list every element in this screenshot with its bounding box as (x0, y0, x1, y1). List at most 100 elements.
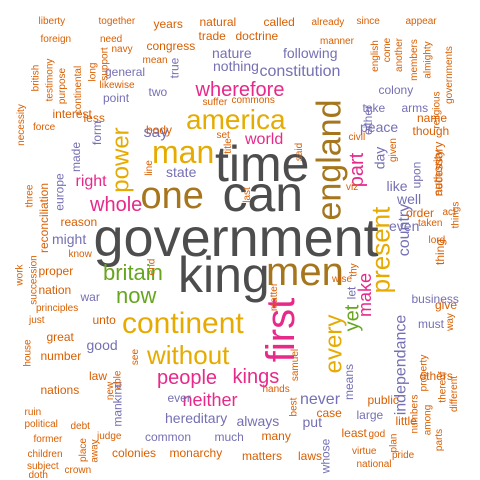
word-kings: kings (232, 366, 280, 388)
word-state: state (166, 164, 197, 180)
word-laws: laws (298, 449, 323, 463)
word-nations: nations (40, 383, 80, 397)
word-reconciliation: reconciliation (37, 182, 52, 254)
word-matter: matter (269, 282, 281, 312)
word-english: english (369, 40, 381, 72)
word-thereof: thereof (437, 371, 449, 403)
word-large: large (356, 408, 384, 422)
word-subject: subject (27, 461, 59, 472)
word-give: give (435, 298, 458, 312)
word-debt: debt (70, 421, 90, 432)
word-day: day (370, 146, 387, 170)
word-colonies: colonies (112, 446, 157, 460)
word-number: number (40, 349, 82, 363)
word-good: good (86, 337, 118, 353)
word-constitution: constitution (259, 63, 341, 80)
word-upon: upon (408, 161, 423, 189)
word-last: last (241, 187, 253, 203)
word-case: case (316, 406, 342, 420)
word-pride: pride (392, 450, 415, 461)
word-say: say (143, 124, 169, 141)
word-things: things (449, 201, 461, 229)
word-need: need (100, 34, 123, 45)
word-doctrine: doctrine (235, 29, 279, 43)
word-reason: reason (60, 215, 98, 229)
word-political: political (24, 419, 58, 430)
word-man: man (152, 134, 215, 170)
word-taken: taken (418, 218, 443, 229)
word-point: point (103, 91, 130, 105)
word-manner: manner (320, 36, 354, 47)
word-god: god (368, 429, 386, 440)
word-place: place (77, 438, 89, 462)
word-take: take (362, 101, 386, 115)
word-different: different (448, 376, 460, 412)
word-can: can (222, 166, 304, 222)
word-civil: civil (348, 132, 366, 143)
word-just: just (29, 315, 45, 326)
word-one: one (140, 175, 204, 217)
word-natural: natural (199, 15, 237, 29)
word-two: two (148, 85, 168, 99)
word-british: british (29, 64, 41, 92)
word-war: war (80, 290, 100, 304)
word-virtue: virtue (352, 446, 377, 457)
word-peace: peace (360, 119, 399, 135)
word-foreign: foreign (40, 34, 72, 45)
word-king: king (178, 247, 270, 303)
word-nature: nature (212, 45, 252, 61)
word-doth: doth (28, 470, 48, 480)
word-made: made (69, 141, 84, 173)
word-government: government (93, 208, 379, 268)
word-set: set (216, 130, 230, 141)
word-make: make (355, 272, 376, 318)
word-appear: appear (405, 16, 437, 27)
word-away: away (89, 439, 101, 463)
word-monarchy: monarchy (169, 446, 223, 460)
word-said: said (294, 142, 306, 162)
word-name: name (417, 111, 448, 125)
word-former: former (33, 434, 63, 445)
word-like: like (386, 178, 408, 194)
word-power: power (107, 127, 135, 193)
word-common: common (145, 430, 192, 444)
word-property: property (417, 354, 429, 392)
word-without: without (147, 340, 230, 370)
word-new: new (105, 381, 117, 401)
word-great: great (46, 330, 74, 344)
word-purpose: purpose (57, 67, 69, 105)
word-people: people (157, 367, 218, 389)
word-viz: viz (346, 182, 359, 193)
word-neither: neither (182, 390, 238, 410)
word-support: support (99, 47, 111, 81)
word-almighty: almighty (422, 41, 434, 79)
word-order: order (406, 206, 435, 220)
word-parts: parts (434, 428, 446, 452)
word-europe: europe (52, 173, 67, 211)
word-suffer: suffer (202, 97, 228, 108)
word-best: best (287, 397, 299, 417)
word-true: true (166, 57, 181, 79)
word-together: together (98, 16, 136, 27)
word-given: given (387, 138, 399, 162)
word-well: well (397, 191, 422, 207)
word-time: time (215, 136, 310, 192)
word-line: line (143, 160, 155, 176)
word-lord: lord (428, 235, 446, 246)
word-continent: continent (122, 307, 244, 340)
word-wise: wise (332, 274, 353, 285)
word-means: means (342, 363, 357, 401)
word-trade: trade (198, 29, 226, 43)
word-nothing: nothing (213, 58, 259, 74)
word-mean: mean (142, 55, 168, 66)
word-law: law (89, 369, 108, 383)
word-proper: proper (38, 264, 74, 278)
word-long: long (86, 62, 98, 82)
word-years: years (153, 17, 183, 31)
word-ruin: ruin (24, 407, 42, 418)
word-since: since (356, 16, 380, 27)
word-general: general (105, 65, 146, 79)
word-america: america (186, 104, 286, 135)
word-principles: principles (36, 303, 79, 314)
